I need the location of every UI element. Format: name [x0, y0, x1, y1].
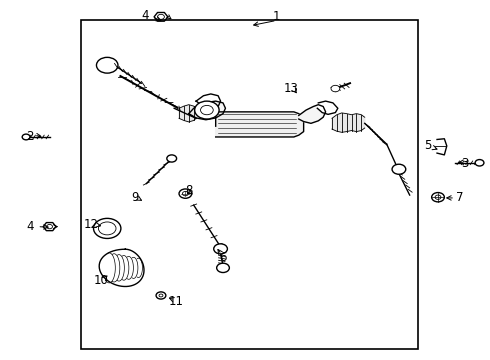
Text: 9: 9 — [131, 192, 139, 204]
Text: 4: 4 — [141, 9, 148, 22]
Circle shape — [214, 244, 227, 254]
Text: 6: 6 — [219, 251, 227, 264]
Polygon shape — [318, 101, 338, 114]
Polygon shape — [351, 114, 356, 132]
Polygon shape — [196, 94, 220, 108]
Polygon shape — [361, 115, 365, 131]
Polygon shape — [189, 101, 225, 120]
Circle shape — [475, 159, 484, 166]
Circle shape — [22, 134, 30, 140]
Text: 13: 13 — [284, 82, 299, 95]
Bar — [81, 21, 418, 348]
Circle shape — [179, 189, 192, 198]
Polygon shape — [337, 113, 342, 132]
Text: 8: 8 — [185, 184, 193, 197]
Polygon shape — [299, 105, 326, 123]
Polygon shape — [189, 105, 194, 122]
Text: 10: 10 — [94, 274, 108, 287]
Text: 7: 7 — [456, 192, 464, 204]
Text: 4: 4 — [26, 220, 34, 233]
Polygon shape — [179, 106, 184, 121]
Text: 3: 3 — [461, 157, 468, 170]
Text: 1: 1 — [273, 10, 280, 23]
Circle shape — [182, 192, 188, 196]
Circle shape — [195, 101, 219, 119]
Polygon shape — [216, 112, 304, 137]
Text: 5: 5 — [424, 139, 432, 152]
Text: 2: 2 — [26, 130, 34, 144]
Polygon shape — [356, 114, 361, 132]
Circle shape — [200, 105, 213, 115]
Polygon shape — [99, 249, 144, 287]
Circle shape — [331, 85, 340, 92]
Text: 11: 11 — [169, 296, 184, 309]
Polygon shape — [346, 114, 351, 132]
Polygon shape — [194, 106, 196, 121]
Circle shape — [392, 164, 406, 174]
Circle shape — [217, 263, 229, 273]
Text: 12: 12 — [84, 218, 98, 231]
Polygon shape — [342, 113, 346, 132]
Circle shape — [167, 155, 176, 162]
Polygon shape — [184, 105, 189, 122]
Circle shape — [97, 57, 118, 73]
Polygon shape — [332, 115, 337, 131]
